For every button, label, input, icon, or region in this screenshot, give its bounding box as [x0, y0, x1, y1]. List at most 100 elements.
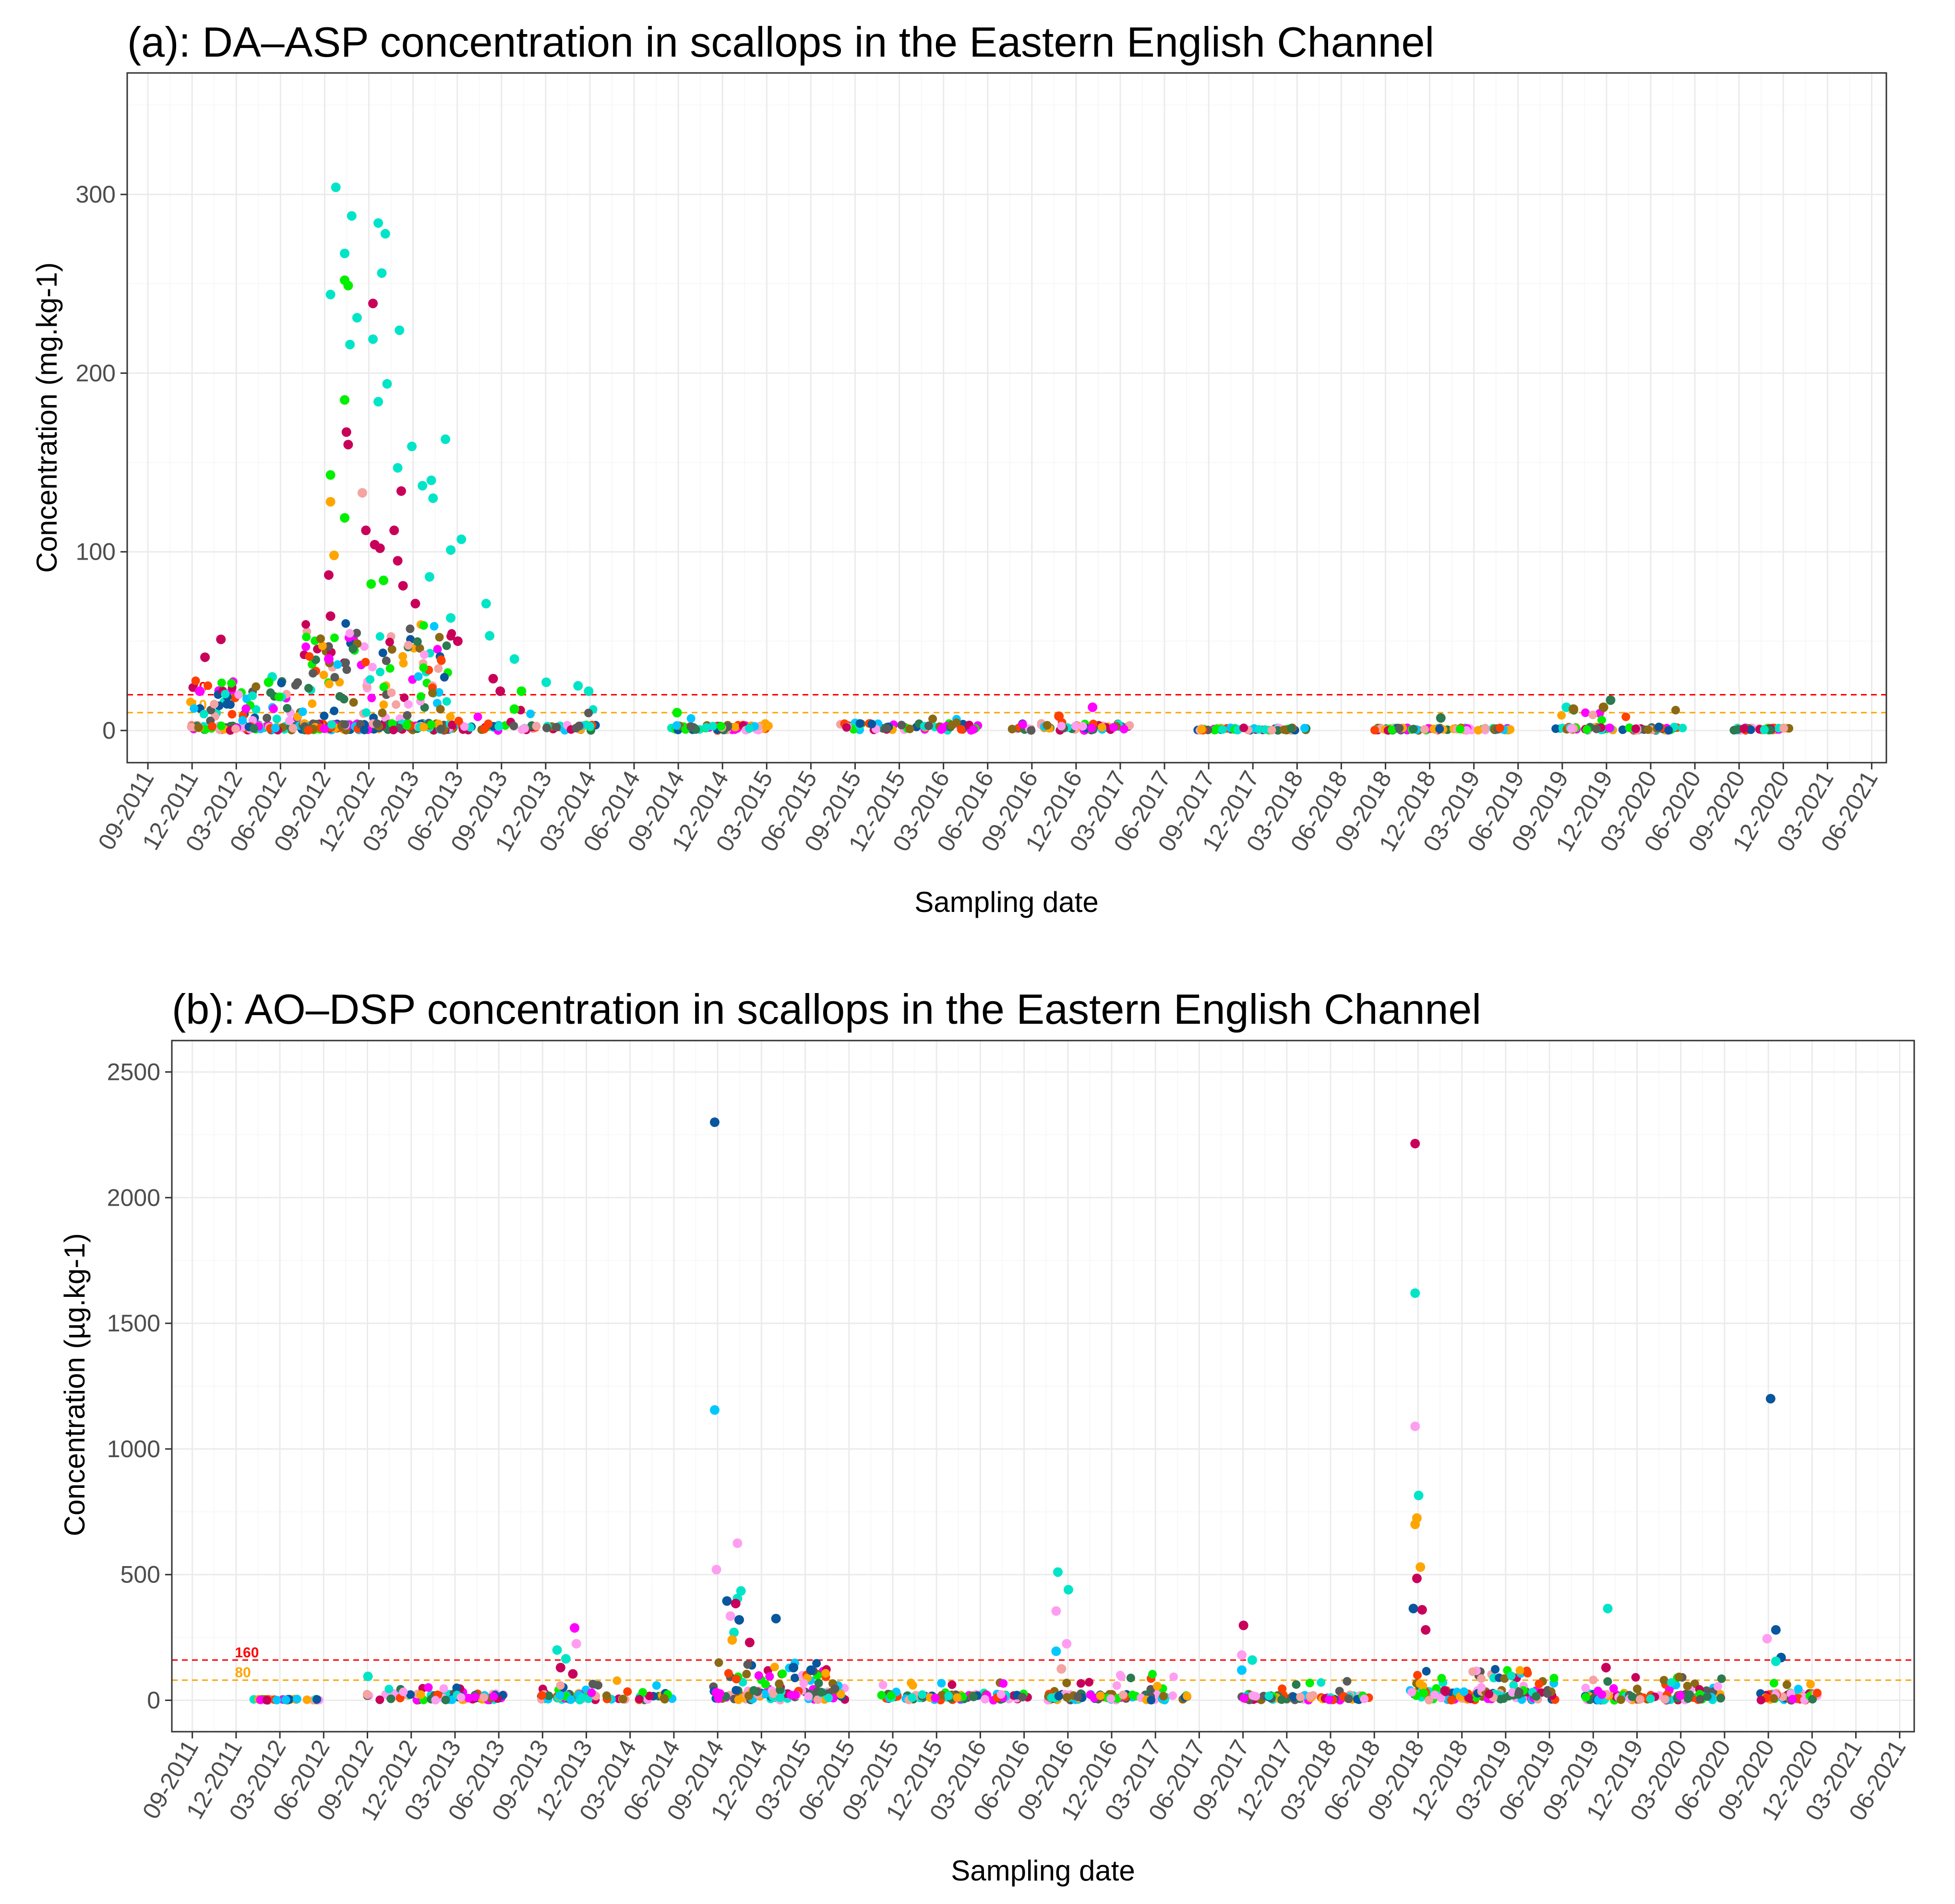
chart-b-y-tick-label: 1500 — [107, 1310, 160, 1337]
chart-a-data-point — [436, 705, 445, 714]
chart-b-data-point — [732, 1686, 741, 1695]
chart-a-data-point — [708, 722, 718, 731]
chart-a-data-point — [446, 613, 456, 623]
chart-b-data-point — [937, 1678, 946, 1688]
chart-a-data-point — [352, 313, 362, 323]
chart-b-data-point — [638, 1688, 647, 1697]
chart-a-data-point — [434, 688, 444, 697]
chart-a-data-point — [1254, 725, 1263, 734]
chart-b-data-point — [1667, 1678, 1676, 1687]
chart-b-data-point — [1053, 1567, 1063, 1577]
chart-a-data-point — [302, 633, 311, 642]
chart-a-data-point — [207, 722, 216, 731]
chart-a-data-point — [957, 725, 966, 734]
chart-a-data-point — [263, 713, 272, 722]
chart-a-y-axis-ticks: 0 100 200 300 — [76, 181, 127, 744]
chart-a-title: (a): DA–ASP concentration in scallops in… — [127, 18, 1434, 66]
chart-a-data-point — [440, 673, 449, 682]
chart-a-data-point — [1739, 724, 1749, 733]
chart-b-data-point — [727, 1635, 737, 1645]
chart-b-data-point — [1419, 1688, 1428, 1698]
chart-b-data-point — [1430, 1690, 1439, 1700]
chart-b-data-point — [1696, 1695, 1705, 1704]
chart-a-data-point — [1027, 726, 1036, 735]
chart-a-data-point — [241, 704, 251, 713]
chart-a-data-point — [330, 673, 339, 682]
chart-a-data-point — [453, 636, 463, 646]
chart-b-data-point — [1292, 1680, 1301, 1689]
chart-a-da-asp: (a): DA–ASP concentration in scallops in… — [31, 18, 1887, 918]
chart-a-data-point — [343, 281, 353, 291]
chart-b-data-point — [544, 1691, 553, 1700]
chart-a-data-point — [744, 724, 754, 733]
chart-a-data-point — [1598, 702, 1608, 712]
chart-a-data-point — [1551, 724, 1560, 733]
chart-a-data-point — [1643, 725, 1653, 734]
chart-a-data-point — [413, 637, 422, 646]
chart-a-y-tick-label: 200 — [76, 359, 116, 386]
chart-b-data-point — [1085, 1677, 1094, 1687]
chart-b-data-point — [1468, 1667, 1477, 1676]
chart-a-data-point — [367, 694, 376, 703]
chart-b-data-point — [1589, 1676, 1598, 1685]
chart-a-data-point — [1119, 725, 1128, 734]
chart-a-data-point — [373, 396, 384, 407]
chart-a-data-point — [379, 700, 388, 709]
chart-b-data-point — [1118, 1690, 1127, 1700]
chart-a-data-point — [382, 379, 392, 389]
chart-a-data-point — [375, 543, 385, 553]
chart-b-data-point — [1631, 1673, 1640, 1682]
chart-a-data-point — [1495, 723, 1504, 732]
chart-b-data-point — [1756, 1696, 1765, 1705]
chart-b-data-point — [1808, 1695, 1817, 1704]
chart-b-data-point — [555, 1663, 565, 1673]
chart-a-data-point — [428, 688, 437, 697]
chart-a-data-point — [361, 658, 370, 667]
chart-a-data-point — [339, 695, 348, 704]
chart-a-data-point — [1621, 712, 1631, 721]
chart-a-data-point — [393, 463, 403, 473]
chart-a-data-point — [485, 631, 495, 641]
chart-b-data-point — [1597, 1690, 1607, 1699]
chart-a-data-point — [1097, 723, 1106, 732]
chart-a-data-point — [1631, 724, 1640, 733]
chart-b-data-point — [732, 1675, 741, 1684]
chart-b-data-point — [1169, 1672, 1178, 1681]
chart-b-data-point — [1782, 1680, 1791, 1689]
chart-a-data-point — [419, 722, 428, 731]
chart-b-data-points — [249, 1117, 1822, 1705]
chart-b-data-point — [948, 1680, 957, 1689]
chart-a-data-point — [373, 218, 384, 228]
chart-a-data-point — [764, 721, 773, 730]
chart-b-data-point — [1532, 1692, 1541, 1701]
chart-a-data-point — [433, 645, 442, 654]
chart-a-data-point — [288, 724, 298, 733]
chart-a-data-point — [1588, 710, 1597, 719]
chart-b-data-point — [1660, 1695, 1669, 1704]
chart-a-data-point — [717, 722, 726, 731]
chart-b-data-point — [1477, 1674, 1486, 1683]
chart-a-data-point — [200, 652, 210, 662]
chart-b-data-point — [1343, 1677, 1352, 1686]
chart-b-data-point — [1360, 1694, 1369, 1703]
chart-a-data-point — [427, 720, 436, 729]
chart-a-data-point — [541, 677, 551, 687]
chart-a-data-point — [1388, 725, 1397, 734]
chart-a-data-point — [402, 721, 411, 730]
chart-a-data-point — [1057, 721, 1066, 730]
chart-b-data-point — [452, 1683, 461, 1692]
chart-b-data-point — [836, 1690, 845, 1699]
chart-a-data-point — [1678, 723, 1687, 732]
chart-a-data-point — [387, 645, 396, 654]
chart-b-data-point — [770, 1663, 779, 1672]
chart-a-data-point — [190, 704, 199, 713]
chart-b-data-point — [1717, 1674, 1726, 1683]
chart-b-data-point — [1237, 1665, 1247, 1675]
chart-b-data-point — [1063, 1585, 1073, 1595]
chart-a-data-point — [420, 703, 429, 712]
chart-b-data-point — [618, 1695, 627, 1704]
chart-b-data-point — [281, 1695, 290, 1704]
chart-a-data-point — [702, 723, 711, 732]
chart-b-data-point — [441, 1695, 450, 1704]
chart-a-data-point — [216, 635, 226, 645]
